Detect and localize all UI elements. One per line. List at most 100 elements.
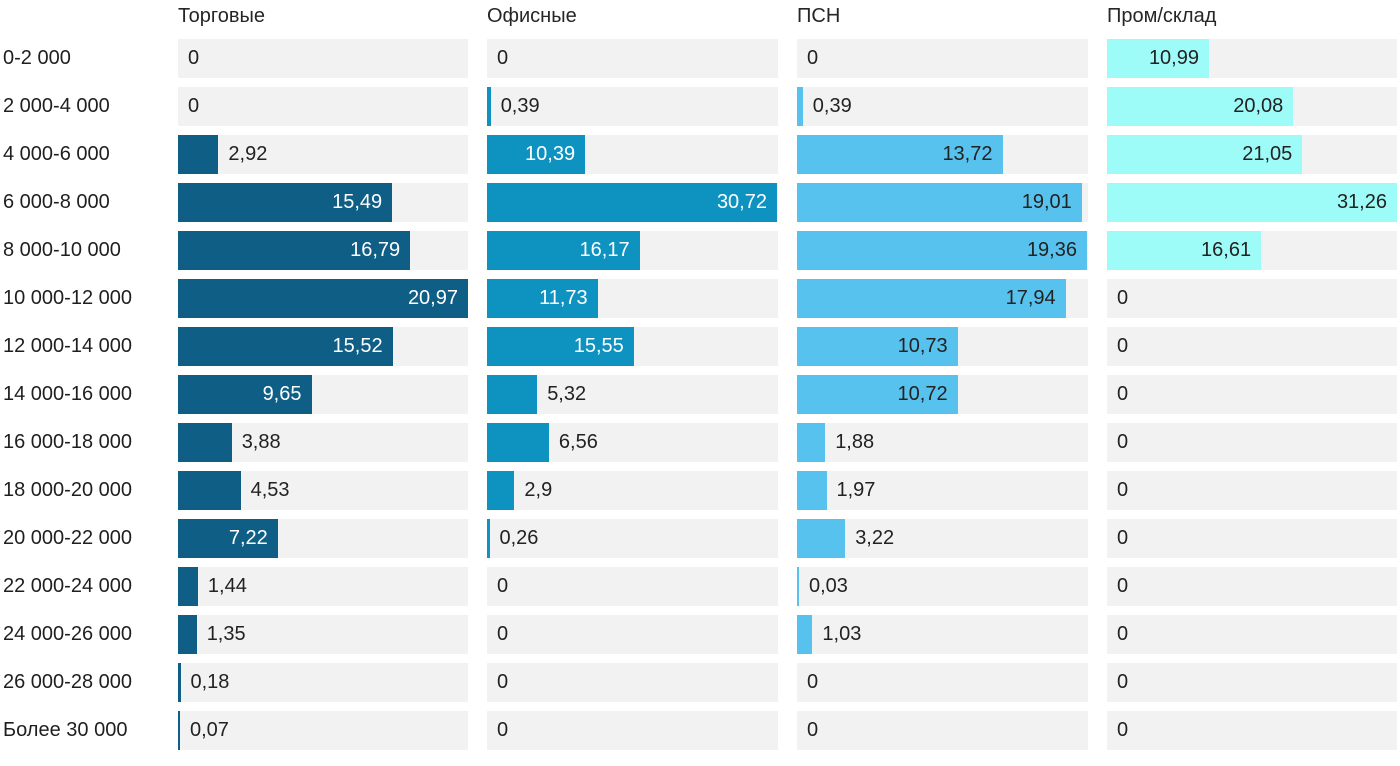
- bar-track: 10,39: [487, 135, 778, 174]
- bar-track: 1,03: [797, 615, 1088, 654]
- bar-track: 19,01: [797, 183, 1088, 222]
- bar-track: 0: [1107, 663, 1397, 702]
- bar: [797, 87, 803, 126]
- bar-value-label: 0: [1117, 575, 1129, 597]
- bar: [178, 519, 278, 558]
- column-header: Торговые: [178, 5, 266, 27]
- bar: [487, 87, 491, 126]
- bar-track: 0: [487, 39, 778, 78]
- bar: [487, 519, 490, 558]
- bar-track: 0: [487, 615, 778, 654]
- bar-value-label: 0: [1117, 527, 1129, 549]
- bar-track: 0: [1107, 471, 1397, 510]
- corner-spacer: [3, 5, 159, 30]
- bar-track: 1,35: [178, 615, 468, 654]
- bar-value-label: 0,18: [190, 671, 230, 693]
- bar-value-label: 20,08: [1233, 95, 1284, 117]
- bar-track: 21,05: [1107, 135, 1397, 174]
- bar: [797, 423, 826, 462]
- bar-value-label: 0: [497, 575, 509, 597]
- bar-value-label: 6,56: [558, 431, 598, 453]
- bar-value-label: 0: [497, 47, 509, 69]
- bar: [487, 231, 640, 270]
- bar: [178, 279, 468, 318]
- bar-value-label: 16,79: [350, 239, 401, 261]
- row-label: 2 000-4 000: [3, 95, 110, 117]
- bar-value-label: 21,05: [1242, 143, 1293, 165]
- bar-track: 6,56: [487, 423, 778, 462]
- bar-track: 1,44: [178, 567, 468, 606]
- bar-value-label: 0,39: [812, 95, 852, 117]
- bar: [178, 423, 232, 462]
- bar-track: 0: [1107, 327, 1397, 366]
- bar-track: 10,73: [797, 327, 1088, 366]
- bar-track: 11,73: [487, 279, 778, 318]
- bar-track: 13,72: [797, 135, 1088, 174]
- bar-value-label: 31,26: [1336, 191, 1387, 213]
- row-label: 0-2 000: [3, 47, 71, 69]
- bar-value-label: 1,44: [207, 575, 247, 597]
- row-label: 6 000-8 000: [3, 191, 110, 213]
- bar-track: 16,17: [487, 231, 778, 270]
- bar-track: 1,97: [797, 471, 1088, 510]
- bar-value-label: 1,03: [822, 623, 862, 645]
- bar: [178, 183, 393, 222]
- bar: [487, 423, 549, 462]
- bar-value-label: 10,72: [897, 383, 948, 405]
- bar: [487, 471, 515, 510]
- bar-value-label: 0: [188, 95, 200, 117]
- bar-track: 5,32: [487, 375, 778, 414]
- bar-track: 10,99: [1107, 39, 1397, 78]
- bar-value-label: 0: [1117, 287, 1129, 309]
- bar: [1107, 39, 1209, 78]
- bar: [178, 471, 241, 510]
- row-label: 20 000-22 000: [3, 527, 133, 549]
- bar-value-label: 0: [807, 47, 819, 69]
- row-label: 14 000-16 000: [3, 383, 133, 405]
- bar-track: 3,88: [178, 423, 468, 462]
- bar-value-label: 19,01: [1021, 191, 1072, 213]
- bar-track: 0,39: [487, 87, 778, 126]
- bar: [797, 471, 827, 510]
- bar-track: 9,65: [178, 375, 468, 414]
- bar-track: 0,39: [797, 87, 1088, 126]
- column-header: ПСН: [797, 5, 841, 27]
- bar: [487, 375, 538, 414]
- bar-value-label: 30,72: [716, 191, 767, 213]
- bar: [797, 231, 1087, 270]
- bar: [797, 375, 958, 414]
- bar: [178, 135, 219, 174]
- bar-track: 0: [487, 567, 778, 606]
- bar-value-label: 19,36: [1026, 239, 1077, 261]
- bar-track: 1,88: [797, 423, 1088, 462]
- bar-value-label: 1,97: [836, 479, 876, 501]
- bar-chart: Торговые Офисные ПСН Пром/склад 0-2 000 0 0 0 10…: [3, 5, 1397, 750]
- bar-track: 0,07: [178, 711, 468, 750]
- bar: [487, 327, 634, 366]
- bar-track: 15,52: [178, 327, 468, 366]
- bar: [797, 615, 813, 654]
- bar-track: 0: [1107, 375, 1397, 414]
- bar: [178, 327, 393, 366]
- bar-track: 2,9: [487, 471, 778, 510]
- bar-value-label: 0: [807, 671, 819, 693]
- bar-value-label: 0: [188, 47, 200, 69]
- bar-value-label: 0: [1117, 383, 1129, 405]
- bar: [178, 567, 198, 606]
- bar-track: 0: [1107, 567, 1397, 606]
- bar: [797, 183, 1082, 222]
- bar-value-label: 2,92: [228, 143, 268, 165]
- bar-value-label: 2,9: [524, 479, 553, 501]
- bar-track: 20,97: [178, 279, 468, 318]
- bar-value-label: 0: [1117, 335, 1129, 357]
- bar-track: 19,36: [797, 231, 1088, 270]
- bar: [178, 375, 312, 414]
- bar: [178, 231, 411, 270]
- bar-track: 4,53: [178, 471, 468, 510]
- bar-track: 15,55: [487, 327, 778, 366]
- bar-value-label: 0: [1117, 479, 1129, 501]
- bar: [178, 615, 197, 654]
- bar-value-label: 0,07: [190, 719, 229, 741]
- row-label: 26 000-28 000: [3, 671, 133, 693]
- bar-value-label: 13,72: [942, 143, 993, 165]
